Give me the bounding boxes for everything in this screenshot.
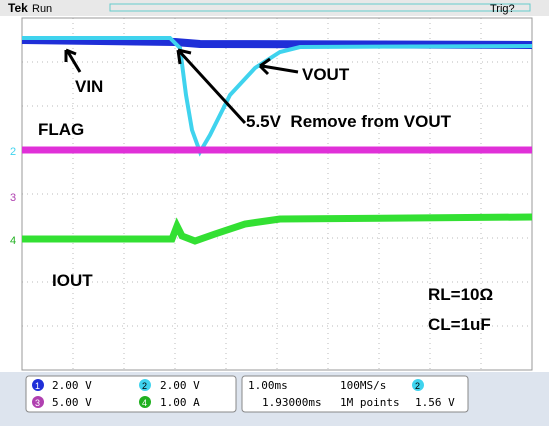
- top-bar: [0, 0, 549, 16]
- ch-scale: 1.00 A: [160, 396, 200, 409]
- brand: Tek: [8, 1, 28, 15]
- iout-label: IOUT: [52, 271, 93, 290]
- record-length: 1M points: [340, 396, 400, 409]
- trigger-position: 1.93000ms: [262, 396, 322, 409]
- trigger-level: 1.56 V: [415, 396, 455, 409]
- vout-label: VOUT: [302, 65, 350, 84]
- channel-3: 3 5.00 V: [32, 396, 92, 409]
- remove-label: 5.5V Remove from VOUT: [246, 112, 452, 131]
- ch-num: 4: [142, 398, 147, 408]
- rl-label: RL=10Ω: [428, 285, 493, 304]
- background: [0, 0, 549, 426]
- vin-label: VIN: [75, 77, 103, 96]
- ch4-marker: 4: [10, 235, 16, 247]
- ch-num: 1: [35, 381, 40, 391]
- run-state: Run: [32, 3, 52, 15]
- sample-rate: 100MS/s: [340, 379, 386, 392]
- flag-label: FLAG: [38, 120, 84, 139]
- ch2-marker: 2: [10, 146, 16, 158]
- trigger-source: 2: [415, 381, 420, 391]
- ch-scale: 2.00 V: [52, 379, 92, 392]
- channel-2: 2 2.00 V: [139, 379, 200, 392]
- channel-4: 4 1.00 A: [139, 396, 200, 409]
- ch-num: 2: [142, 381, 147, 391]
- ch-scale: 2.00 V: [160, 379, 200, 392]
- cl-label: CL=1uF: [428, 315, 491, 334]
- ch-scale: 5.00 V: [52, 396, 92, 409]
- channel-1: 1 2.00 V: [32, 379, 92, 392]
- scope-screen: Tek Run Trig? 2 3 4 VIN VOUT FLAG 5.5V R…: [0, 0, 549, 426]
- ch3-marker: 3: [10, 192, 16, 204]
- ch-num: 3: [35, 398, 40, 408]
- trigger-status: Trig?: [490, 3, 515, 15]
- timebase: 1.00ms: [248, 379, 288, 392]
